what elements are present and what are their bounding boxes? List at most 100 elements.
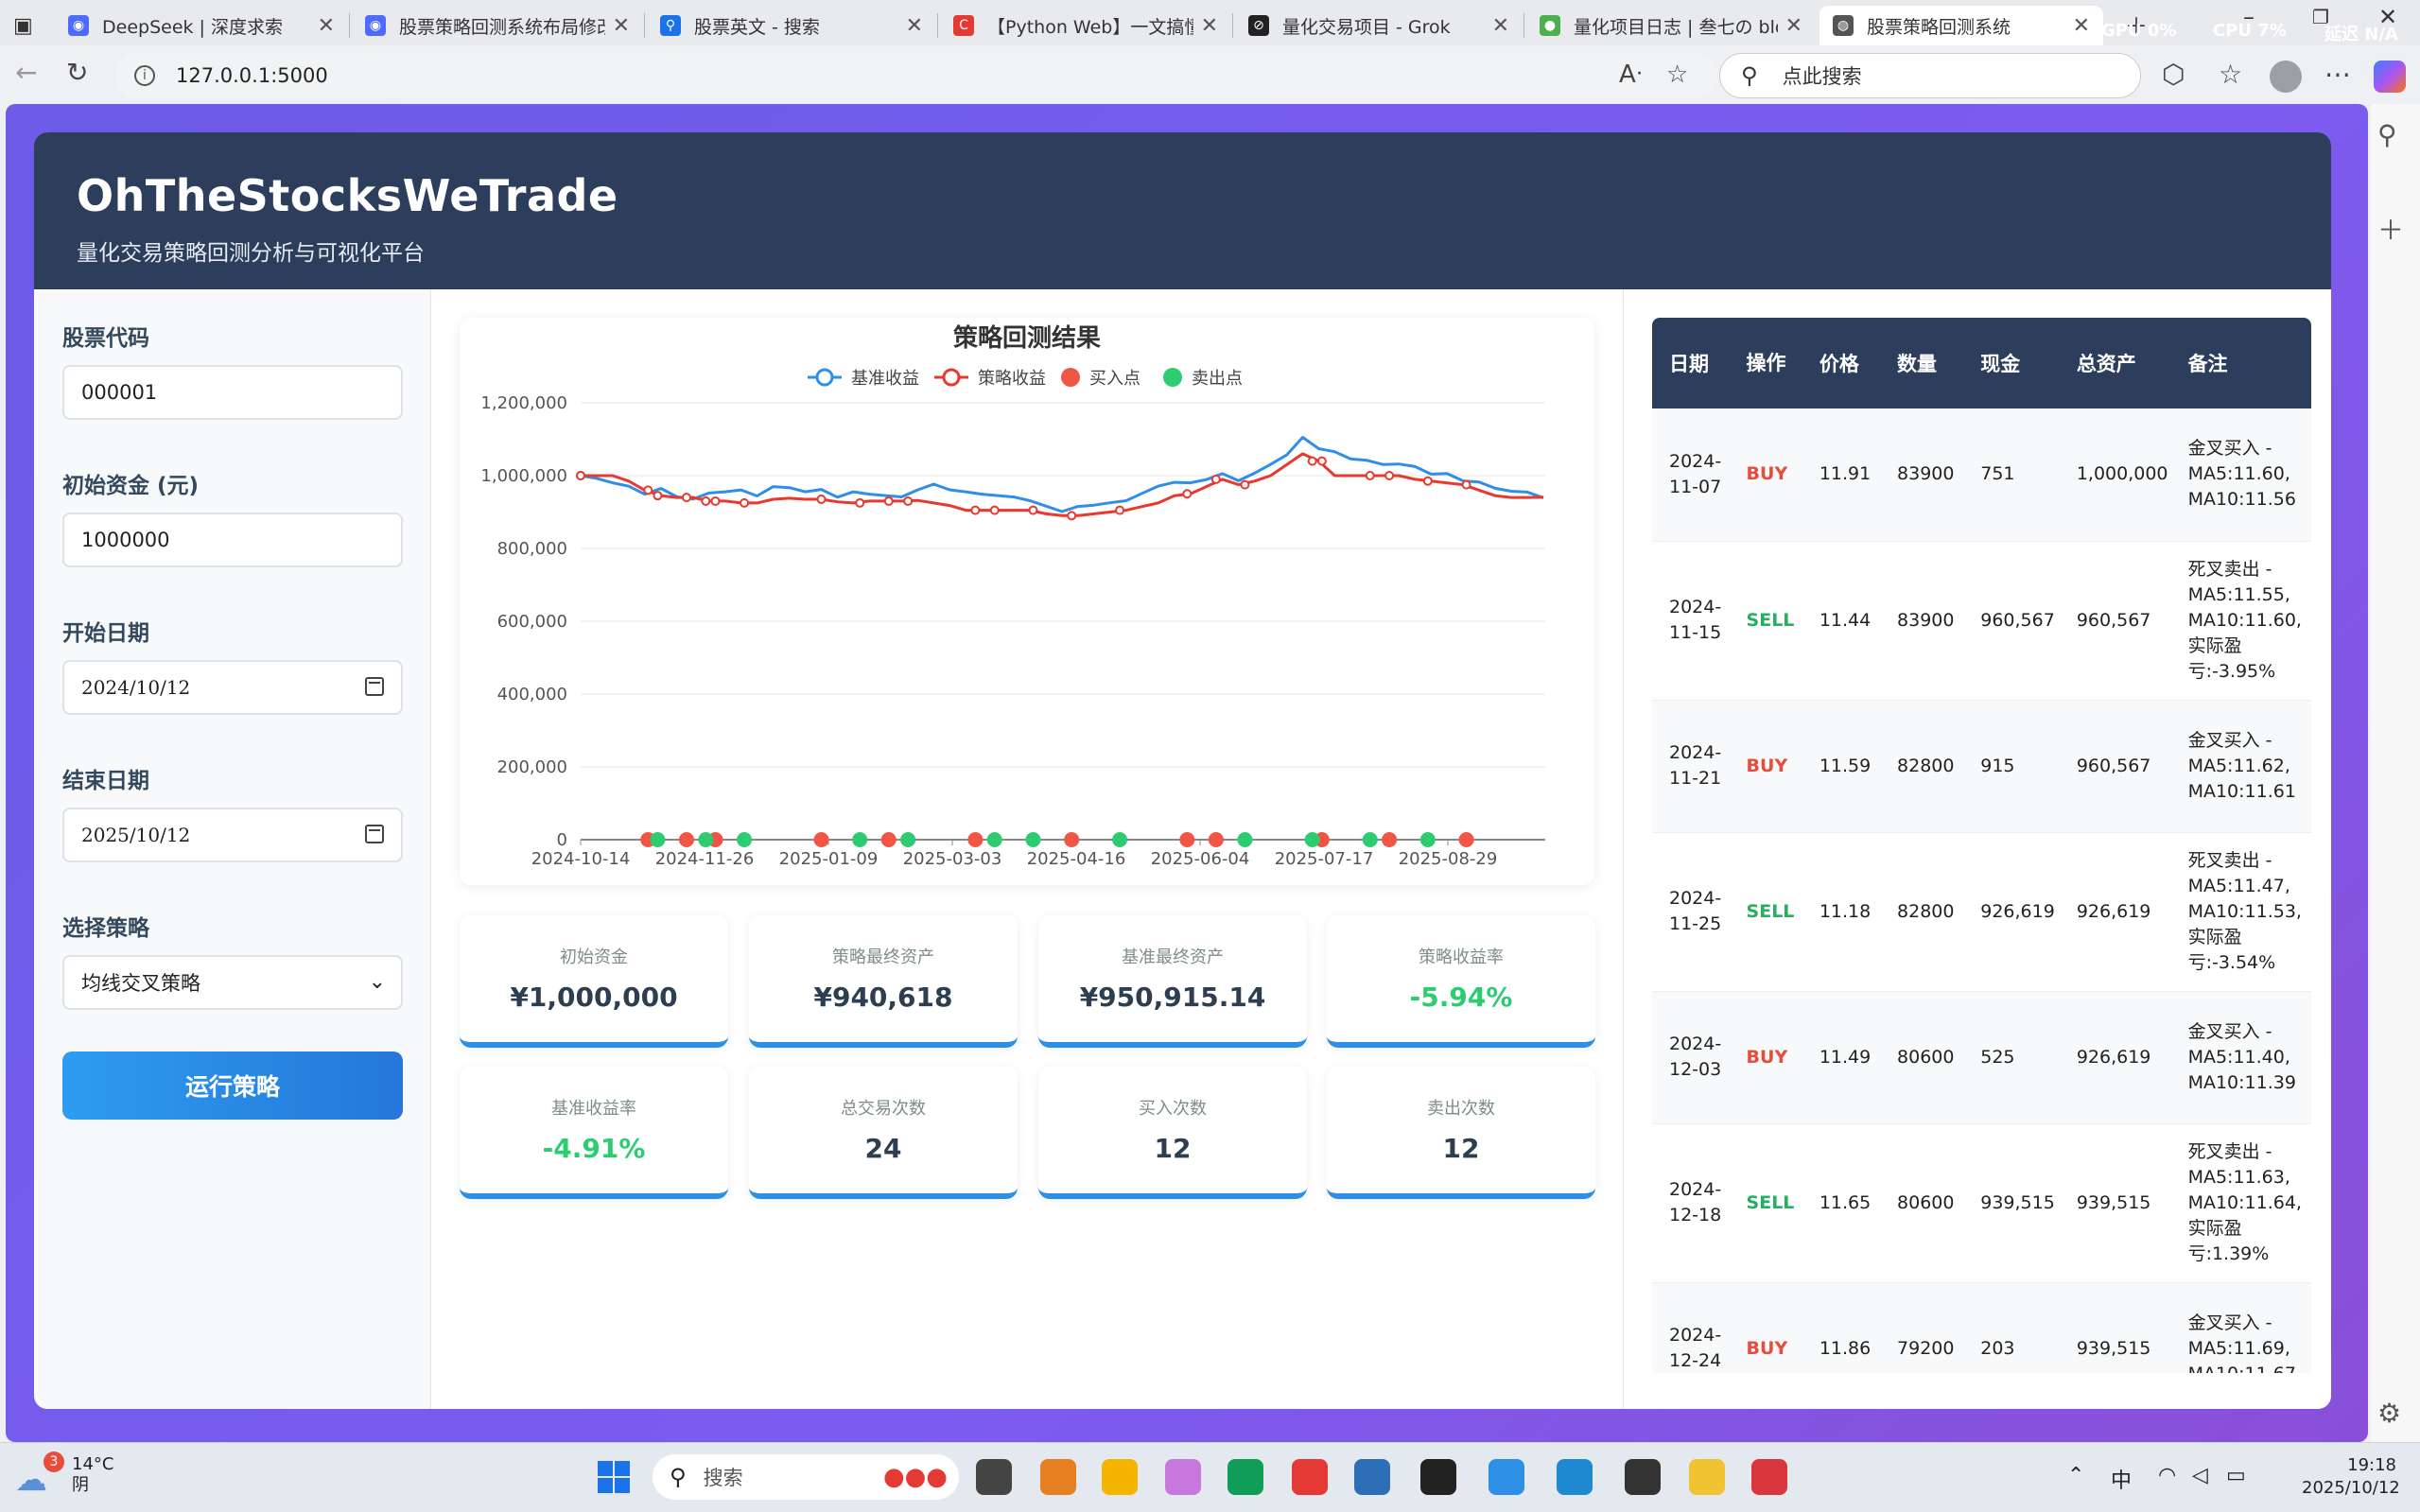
tab-close-icon[interactable]: ✕ bbox=[612, 13, 630, 38]
run-strategy-button[interactable]: 运行策略 bbox=[62, 1051, 403, 1120]
tab-close-icon[interactable]: ✕ bbox=[1200, 13, 1218, 38]
table-row[interactable]: 2024-11-21 BUY 11.59 82800 915 960,567 金叉买入 - … bbox=[1652, 700, 2311, 833]
app-title: OhTheStocksWeTrade bbox=[77, 170, 618, 221]
tray-chevron-icon[interactable]: ⌃ bbox=[2067, 1464, 2085, 1487]
tab-title: 【Python Web】一文搞懂F bbox=[987, 16, 1193, 38]
stat-label: 策略收益率 bbox=[1419, 947, 1504, 967]
sidebar-add-icon[interactable]: ＋ bbox=[2377, 215, 2405, 246]
strategy-select[interactable]: 均线交叉策略 ⌄ bbox=[62, 955, 403, 1010]
notepad-icon[interactable] bbox=[1489, 1459, 1524, 1495]
app-yellow-icon[interactable] bbox=[1689, 1459, 1725, 1495]
ime-indicator[interactable]: 中 bbox=[2111, 1469, 2133, 1493]
stat-card: 策略最终资产 ¥940,618 bbox=[749, 915, 1018, 1048]
stock-code-input[interactable]: 000001 bbox=[62, 365, 403, 420]
tab-title: DeepSeek | 深度求索 bbox=[102, 16, 283, 38]
start-date-input[interactable]: 2024/10/12 bbox=[62, 660, 403, 715]
minimize-button[interactable]: – bbox=[2243, 4, 2255, 30]
table-row[interactable]: 2024-11-15 SELL 11.44 83900 960,567 960,567 死叉… bbox=[1652, 541, 2311, 701]
close-window-button[interactable]: ✕ bbox=[2378, 4, 2398, 30]
calendar-icon[interactable] bbox=[365, 677, 384, 696]
table-row[interactable]: 2024-12-18 SELL 11.65 80600 939,515 939,515 死叉… bbox=[1652, 1123, 2311, 1283]
new-tab-button[interactable]: ＋ bbox=[2125, 13, 2148, 40]
buy-point bbox=[880, 832, 897, 847]
strategy-trade-marker bbox=[1028, 505, 1038, 515]
address-bar[interactable]: i 127.0.0.1:5000 bbox=[115, 53, 1717, 98]
tab-close-icon[interactable]: ✕ bbox=[1491, 13, 1509, 38]
site-info-icon[interactable]: i bbox=[134, 65, 155, 86]
battery-icon[interactable]: ▭ bbox=[2226, 1464, 2246, 1487]
system-clock[interactable]: 19:18 2025/10/12 bbox=[2302, 1455, 2400, 1498]
copilot-icon[interactable] bbox=[2374, 61, 2406, 93]
cell-note: 金叉买入 - MA5:11.62, MA10:11.61 bbox=[2170, 700, 2311, 833]
wps-icon[interactable] bbox=[1292, 1459, 1328, 1495]
vscode-icon[interactable] bbox=[1557, 1459, 1593, 1495]
stat-value: ¥950,915.14 bbox=[1079, 982, 1266, 1013]
favorites-icon[interactable]: ☆ bbox=[2219, 59, 2243, 90]
cell-total: 926,619 bbox=[2059, 991, 2171, 1124]
start-button[interactable] bbox=[596, 1459, 632, 1495]
sysmon-cpu: CPU 7% bbox=[2213, 21, 2287, 41]
table-header-cell[interactable]: 现金 bbox=[1963, 318, 2060, 408]
strategy-trade-marker bbox=[970, 505, 981, 515]
tab-close-icon[interactable]: ✕ bbox=[905, 13, 923, 38]
trade-table-scroll[interactable]: 日期 操作 价格 数量 现金 总资产 备注 2024-11-07 BUY 11.91 83900 7… bbox=[1652, 318, 2311, 1373]
browser-tab[interactable]: ⊘ 量化交易项目 - Grok ✕ bbox=[1235, 6, 1523, 45]
sell-point bbox=[986, 832, 1002, 847]
table-row[interactable]: 2024-12-03 BUY 11.49 80600 525 926,619 金叉买入 - … bbox=[1652, 991, 2311, 1124]
app-blue-icon[interactable] bbox=[1354, 1459, 1390, 1495]
refresh-button[interactable]: ↻ bbox=[66, 57, 89, 88]
table-header-cell[interactable]: 操作 bbox=[1729, 318, 1802, 408]
back-button[interactable]: ← bbox=[15, 57, 38, 88]
legend-marker bbox=[942, 368, 961, 387]
app-red-icon[interactable] bbox=[1751, 1459, 1787, 1495]
tab-close-icon[interactable]: ✕ bbox=[317, 13, 335, 38]
extensions-icon[interactable]: ⬡ bbox=[2162, 59, 2185, 90]
browser-tab[interactable]: ◉ 股票策略回测系统布局修改 ✕ bbox=[352, 6, 643, 45]
table-header-cell[interactable]: 总资产 bbox=[2059, 318, 2171, 408]
file-explorer-icon[interactable] bbox=[1102, 1459, 1138, 1495]
end-date-input[interactable]: 2025/10/12 bbox=[62, 808, 403, 862]
app-cat-icon[interactable] bbox=[1165, 1459, 1201, 1495]
tab-close-icon[interactable]: ✕ bbox=[1785, 13, 1802, 38]
edge-icon[interactable] bbox=[1227, 1459, 1263, 1495]
wifi-icon[interactable]: ◠ bbox=[2158, 1464, 2177, 1487]
app-container: OhTheStocksWeTrade 量化交易策略回测分析与可视化平台 股票代码… bbox=[34, 132, 2331, 1409]
browser-tab[interactable]: ● 量化项目日志 | 叁七の blog ✕ bbox=[1526, 6, 1816, 45]
volume-icon[interactable]: ◁ bbox=[2192, 1464, 2208, 1487]
capital-input[interactable]: 1000000 bbox=[62, 513, 403, 567]
browser-tab[interactable]: C 【Python Web】一文搞懂F ✕ bbox=[940, 6, 1231, 45]
sidebar-settings-icon[interactable]: ⚙ bbox=[2377, 1398, 2402, 1429]
table-header-cell[interactable]: 日期 bbox=[1652, 318, 1730, 408]
task-view-icon[interactable] bbox=[976, 1459, 1012, 1495]
strategy-trade-marker bbox=[653, 491, 663, 501]
read-aloud-icon[interactable]: Aᐧ bbox=[1619, 61, 1643, 89]
table-header-cell[interactable]: 数量 bbox=[1880, 318, 1964, 408]
search-app-icon[interactable] bbox=[1040, 1459, 1076, 1495]
calendar-icon[interactable] bbox=[365, 825, 384, 843]
terminal-icon[interactable] bbox=[1420, 1459, 1456, 1495]
table-row[interactable]: 2024-11-25 SELL 11.18 82800 926,619 926,619 死叉… bbox=[1652, 832, 2311, 992]
sell-point bbox=[698, 832, 714, 847]
taskbar-search[interactable]: ⚲ 搜索 ●●● bbox=[653, 1454, 959, 1500]
stat-value: 12 bbox=[1154, 1133, 1192, 1164]
sidebar-search-icon[interactable]: ⚲ bbox=[2377, 119, 2397, 150]
weather-widget[interactable]: 14°C 阴 bbox=[72, 1454, 114, 1495]
table-header-cell[interactable]: 价格 bbox=[1802, 318, 1881, 408]
table-row[interactable]: 2024-11-07 BUY 11.91 83900 751 1,000,000 金叉买入 … bbox=[1652, 408, 2311, 542]
table-header-cell[interactable]: 备注 bbox=[2170, 318, 2311, 408]
tab-close-icon[interactable]: ✕ bbox=[2072, 13, 2090, 38]
browser-tab[interactable]: ◉ DeepSeek | 深度求索 ✕ bbox=[55, 6, 348, 45]
restore-button[interactable]: ❐ bbox=[2312, 6, 2329, 28]
more-menu-icon[interactable]: ⋯ bbox=[2324, 59, 2351, 90]
weather-icon[interactable]: ☁ bbox=[15, 1461, 47, 1499]
table-row[interactable]: 2024-12-24 BUY 11.86 79200 203 939,515 金叉买入 - … bbox=[1652, 1282, 2311, 1373]
cmd-icon[interactable] bbox=[1625, 1459, 1661, 1495]
browser-search-box[interactable]: ⚲ 点此搜索 bbox=[1719, 53, 2141, 98]
tab-actions-button[interactable]: ▣ bbox=[0, 6, 51, 45]
x-tick-label: 2025-06-04 bbox=[1151, 849, 1250, 869]
browser-tab[interactable]: ◍ 股票策略回测系统 ✕ bbox=[1819, 6, 2103, 45]
favorite-star-icon[interactable]: ☆ bbox=[1666, 61, 1689, 89]
sysmon-delay: 延迟 N/A bbox=[2324, 25, 2398, 44]
profile-avatar[interactable] bbox=[2270, 61, 2302, 93]
browser-tab[interactable]: ⚲ 股票英文 - 搜索 ✕ bbox=[647, 6, 936, 45]
